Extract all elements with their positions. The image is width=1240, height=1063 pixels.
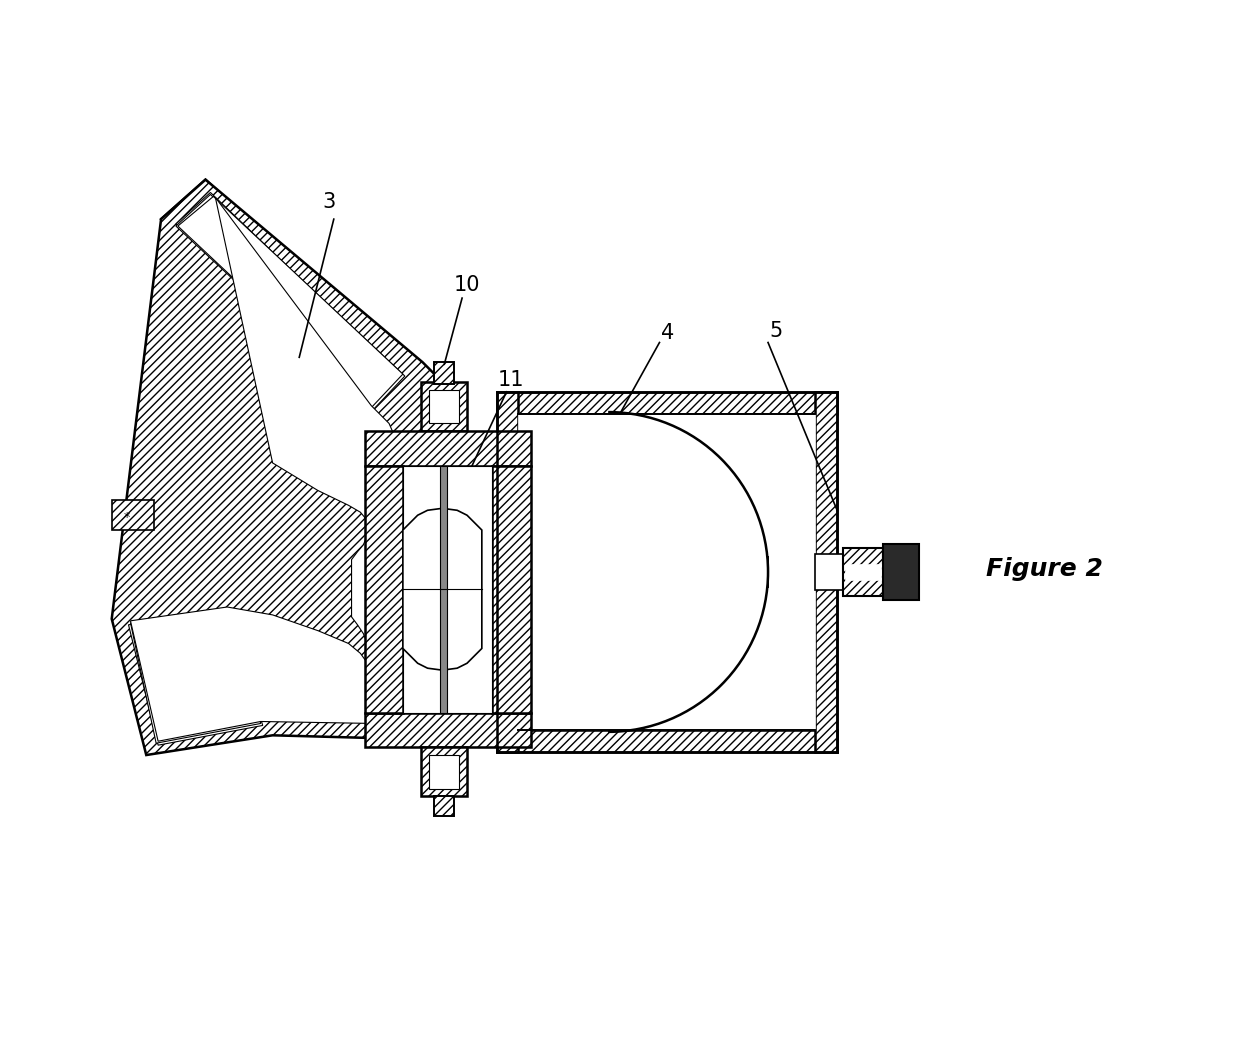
Polygon shape xyxy=(129,611,263,745)
Polygon shape xyxy=(497,392,518,753)
Polygon shape xyxy=(883,544,919,600)
Polygon shape xyxy=(366,432,531,466)
Text: 11: 11 xyxy=(498,370,525,390)
Polygon shape xyxy=(492,466,531,712)
Polygon shape xyxy=(434,796,454,816)
Polygon shape xyxy=(843,549,883,595)
Text: 4: 4 xyxy=(661,323,675,342)
Polygon shape xyxy=(130,609,260,743)
Polygon shape xyxy=(816,392,837,753)
Polygon shape xyxy=(117,600,274,753)
Polygon shape xyxy=(420,382,467,432)
Text: 3: 3 xyxy=(322,192,336,213)
Text: 10: 10 xyxy=(454,275,480,296)
Polygon shape xyxy=(112,180,464,755)
Polygon shape xyxy=(366,466,403,712)
Text: *: * xyxy=(124,510,130,524)
Polygon shape xyxy=(816,554,843,590)
Polygon shape xyxy=(366,712,531,747)
Polygon shape xyxy=(429,755,459,789)
Text: Figure 2: Figure 2 xyxy=(986,557,1102,581)
Polygon shape xyxy=(440,466,448,712)
Polygon shape xyxy=(403,508,482,670)
Polygon shape xyxy=(434,362,454,384)
Polygon shape xyxy=(161,180,418,417)
Polygon shape xyxy=(176,195,404,409)
Polygon shape xyxy=(112,501,154,530)
Polygon shape xyxy=(497,392,837,414)
Polygon shape xyxy=(130,198,403,741)
Polygon shape xyxy=(176,192,403,409)
Polygon shape xyxy=(403,466,492,712)
Polygon shape xyxy=(131,609,259,742)
Polygon shape xyxy=(497,730,837,753)
Polygon shape xyxy=(429,390,459,423)
Polygon shape xyxy=(844,564,880,579)
Text: 5: 5 xyxy=(769,321,782,340)
Polygon shape xyxy=(177,197,403,407)
Polygon shape xyxy=(518,414,816,730)
Polygon shape xyxy=(420,747,467,796)
